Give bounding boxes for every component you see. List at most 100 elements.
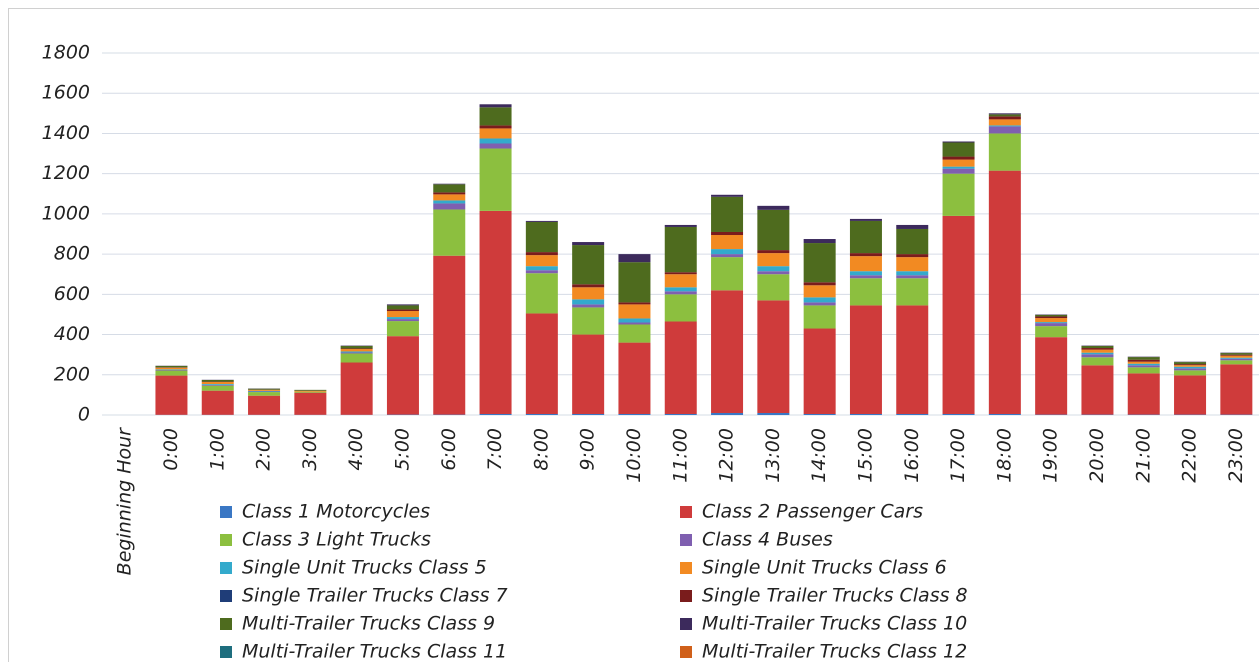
bar-segment (479, 143, 512, 149)
bar-segment (988, 170, 1021, 414)
bar-segment (294, 390, 327, 392)
bar-segment (618, 302, 651, 305)
legend-swatch (680, 646, 692, 658)
bar-segment (572, 242, 605, 246)
bar-segment (988, 116, 1021, 120)
bar-segment (248, 392, 281, 396)
bar-segment (386, 311, 419, 318)
bar-segment (340, 346, 373, 349)
bar-segment (711, 257, 744, 291)
bar-segment (1081, 357, 1114, 366)
x-tick-label: 1:00 (206, 428, 228, 471)
bar-segment (849, 218, 882, 221)
y-tick-label: 600 (54, 283, 90, 305)
bar-segment (803, 302, 836, 306)
bar-segment (572, 299, 605, 305)
bar-segment (433, 209, 466, 256)
bar-segment (849, 253, 882, 257)
bar-segment (1127, 367, 1160, 374)
bar-segment (757, 253, 790, 267)
x-tick-label: 12:00 (716, 428, 738, 483)
bar-segment (1220, 353, 1253, 355)
bar-segment (248, 391, 281, 393)
legend-swatch (220, 562, 232, 574)
bar-segment (1035, 326, 1068, 338)
bar-segment (942, 159, 975, 167)
bar-segment (711, 254, 744, 258)
bar-segment (525, 273, 558, 314)
bar-segment (155, 365, 188, 368)
bar-segment (201, 384, 234, 385)
legend-label: Class 2 Passenger Cars (702, 501, 923, 523)
y-tick-label: 1000 (42, 202, 90, 224)
bar-segment (711, 196, 744, 232)
bar-segment (664, 224, 697, 227)
bar-segment (1127, 361, 1160, 364)
bar-segment (1174, 364, 1207, 366)
bar-segment (618, 262, 651, 303)
x-tick-label: 16:00 (901, 428, 923, 483)
bar-segment (664, 413, 697, 415)
bar-segment (803, 297, 836, 303)
bar-segment (849, 278, 882, 306)
bar-segment (988, 119, 1021, 126)
bar-segment (1220, 358, 1253, 361)
bar-segment (618, 322, 651, 325)
bar-segment (664, 226, 697, 273)
legend-label: Multi-Trailer Trucks Class 9 (242, 613, 495, 635)
bar-segment (757, 274, 790, 301)
bar-segment (896, 278, 929, 306)
bar-segment (896, 254, 929, 258)
legend-swatch (680, 590, 692, 602)
legend-swatch (680, 534, 692, 546)
bar-segment (1174, 366, 1207, 369)
bar-segment (988, 113, 1021, 115)
bar-segment (1035, 323, 1068, 327)
bar-segment (572, 307, 605, 335)
bar-segment (757, 209, 790, 251)
chart-border (8, 8, 1259, 662)
x-tick-label: 9:00 (577, 428, 599, 471)
bar-segment (433, 183, 466, 185)
bar-segment (1081, 352, 1114, 355)
bar-segment (201, 384, 234, 386)
bar-segment (1081, 346, 1114, 349)
x-tick-label: 5:00 (391, 428, 413, 471)
bar-segment (1035, 314, 1068, 317)
bar-segment (433, 194, 466, 201)
y-tick-label: 1200 (42, 162, 90, 184)
bar-segment (386, 319, 419, 322)
x-tick-label: 23:00 (1225, 428, 1247, 483)
y-tick-label: 800 (54, 243, 90, 265)
x-tick-label: 3:00 (299, 428, 321, 471)
bar-segment (1035, 318, 1068, 323)
bar-segment (525, 413, 558, 415)
bar-segment (664, 291, 697, 295)
bar-segment (849, 413, 882, 415)
bar-segment (201, 385, 234, 391)
bar-segment (386, 304, 419, 306)
bar-segment (757, 205, 790, 210)
legend-label: Multi-Trailer Trucks Class 12 (702, 641, 967, 662)
x-tick-label: 6:00 (438, 428, 460, 471)
bar-segment (1174, 365, 1207, 367)
legend-label: Single Trailer Trucks Class 7 (242, 585, 508, 607)
x-tick-label: 19:00 (1040, 428, 1062, 483)
x-tick-label: 22:00 (1179, 428, 1201, 483)
x-tick-label: 21:00 (1132, 428, 1154, 483)
x-tick-label: 18:00 (993, 428, 1015, 483)
bar-segment (803, 413, 836, 415)
bar-segment (803, 282, 836, 286)
legend-label: Single Unit Trucks Class 5 (242, 557, 487, 579)
bar-segment (433, 203, 466, 210)
bar-segment (525, 313, 558, 414)
bar-segment (201, 382, 234, 385)
bar-segment (1220, 355, 1253, 358)
bar-segment (155, 375, 188, 415)
bar-segment (849, 220, 882, 254)
bar-segment (896, 228, 929, 255)
bar-segment (1127, 359, 1160, 362)
bar-segment (618, 413, 651, 415)
bar-segment (479, 148, 512, 211)
bar-segment (896, 413, 929, 415)
